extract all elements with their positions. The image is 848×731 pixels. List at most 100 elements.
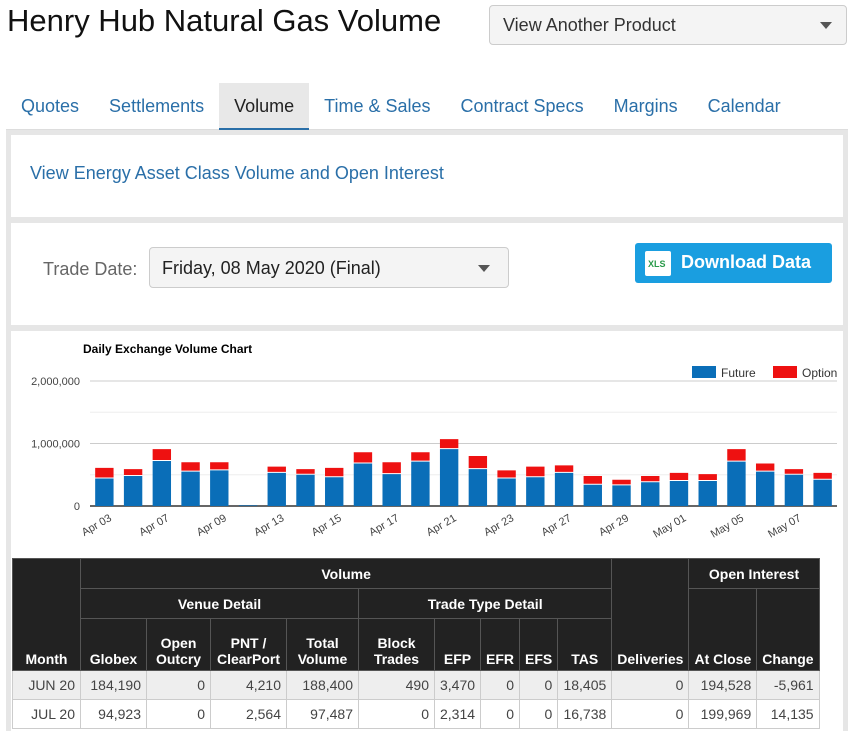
- trade-date-select[interactable]: Friday, 08 May 2020 (Final): [149, 247, 509, 288]
- bar-option: [468, 456, 488, 469]
- bar-option: [210, 462, 229, 470]
- bar-future: [784, 474, 804, 506]
- y-tick-label: 1,000,000: [31, 439, 80, 451]
- asset-class-panel: View Energy Asset Class Volume and Open …: [6, 130, 848, 222]
- group-trade-type-detail: Trade Type Detail: [357, 588, 613, 619]
- x-tick-label: Apr 07: [137, 512, 171, 539]
- x-tick-label: Apr 13: [252, 512, 286, 539]
- bar-future: [152, 461, 172, 506]
- page-title: Henry Hub Natural Gas Volume: [7, 3, 442, 38]
- bar-option: [497, 470, 516, 478]
- xls-file-icon: XLS: [645, 251, 671, 276]
- x-tick-label: Apr 09: [195, 512, 229, 539]
- cell-total-volume: 97,487: [286, 699, 359, 729]
- cell-efp: 2,314: [433, 699, 482, 729]
- cell-efs: 0: [519, 699, 559, 729]
- cell-at-close: 194,528: [688, 670, 758, 700]
- tab-time-sales[interactable]: Time & Sales: [324, 96, 431, 116]
- bar-future: [526, 477, 545, 506]
- cell-efr: 0: [480, 670, 521, 700]
- col-at-close: At Close: [688, 588, 758, 671]
- daily-volume-chart: Daily Exchange Volume Chart 0 1,000,000 2,0…: [31, 342, 837, 541]
- cell-change: -5,961: [756, 670, 820, 700]
- bar-option: [813, 472, 832, 479]
- bar-option: [267, 466, 286, 472]
- bar-option: [554, 465, 574, 472]
- bar-option: [123, 469, 143, 475]
- group-volume: Volume: [79, 558, 613, 589]
- bar-future: [727, 461, 746, 506]
- tab-volume[interactable]: Volume: [219, 83, 310, 131]
- x-tick-label: Apr 27: [539, 512, 573, 539]
- tab-bar: Quotes Settlements Volume Time & Sales C…: [6, 83, 848, 131]
- table-row: JUL 20 94,923 0 2,564 97,487 0 2,314 0 0 16,738 0 1…: [12, 699, 820, 729]
- cell-globex: 184,190: [80, 670, 147, 700]
- chart-title: Daily Exchange Volume Chart: [83, 342, 252, 356]
- chevron-down-icon: [820, 22, 832, 29]
- energy-volume-link[interactable]: View Energy Asset Class Volume and Open …: [30, 163, 444, 183]
- legend-option-swatch: [773, 366, 797, 378]
- cell-block-trades: 490: [358, 670, 435, 700]
- group-open-interest: Open Interest: [688, 558, 820, 589]
- bar-option: [325, 467, 344, 477]
- bar-future: [325, 477, 344, 506]
- col-efs: EFS: [519, 618, 559, 671]
- col-pnt-clearport: PNT / ClearPort: [210, 618, 287, 671]
- y-tick-label: 2,000,000: [31, 376, 80, 388]
- bar-option: [612, 479, 631, 485]
- cell-tas: 18,405: [557, 670, 613, 700]
- bar-option: [669, 472, 689, 480]
- tab-quotes[interactable]: Quotes: [21, 96, 80, 116]
- bar-future: [641, 482, 660, 506]
- product-select-label: View Another Product: [503, 15, 676, 35]
- cell-tas: 16,738: [557, 699, 613, 729]
- tab-settlements[interactable]: Settlements: [109, 96, 205, 116]
- legend-option-label: Option: [802, 366, 837, 380]
- volume-table: Month Volume Deliveries Open Interest Ve…: [12, 558, 820, 729]
- cell-pnt-clearport: 2,564: [210, 699, 287, 729]
- tab-margins[interactable]: Margins: [613, 96, 678, 116]
- bar-future: [181, 471, 200, 506]
- bar-future: [411, 461, 430, 506]
- col-efp: EFP: [433, 618, 482, 671]
- x-tick-label: May 07: [766, 512, 803, 540]
- trade-date-label: Trade Date:: [43, 259, 138, 279]
- bar-future: [583, 484, 602, 506]
- download-data-button[interactable]: XLS Download Data: [635, 243, 832, 283]
- x-tick-label: Apr 03: [80, 512, 114, 539]
- x-tick-label: Apr 23: [482, 512, 516, 539]
- bar-option: [411, 452, 430, 461]
- bar-option: [152, 449, 172, 460]
- x-tick-label: Apr 15: [310, 512, 344, 539]
- tab-calendar[interactable]: Calendar: [707, 96, 781, 116]
- bar-option: [95, 467, 114, 478]
- bar-future: [755, 471, 775, 506]
- cell-month: JUN 20: [12, 670, 81, 700]
- bar-option: [181, 462, 200, 471]
- cell-efs: 0: [519, 670, 559, 700]
- cell-change: 14,135: [756, 699, 820, 729]
- bar-option: [583, 476, 602, 484]
- group-venue-detail: Venue Detail: [80, 588, 359, 619]
- bar-future: [669, 481, 689, 506]
- bar-option: [784, 469, 804, 474]
- x-tick-label: May 05: [709, 512, 746, 540]
- cell-deliveries: 0: [611, 699, 690, 729]
- table-row: JUN 20 184,190 0 4,210 188,400 490 3,470 0 0 18,4…: [12, 670, 820, 700]
- cell-deliveries: 0: [611, 670, 690, 700]
- view-another-product-select[interactable]: View Another Product: [489, 5, 847, 45]
- tab-contract-specs[interactable]: Contract Specs: [460, 96, 584, 116]
- bar-option: [698, 474, 717, 480]
- bar-future: [698, 481, 717, 506]
- col-total-volume: Total Volume: [286, 618, 359, 671]
- col-block-trades: Block Trades: [358, 618, 435, 671]
- bar-future: [813, 479, 832, 506]
- col-efr: EFR: [480, 618, 521, 671]
- cell-efp: 3,470: [433, 670, 482, 700]
- cell-pnt-clearport: 4,210: [210, 670, 287, 700]
- bar-future: [382, 474, 401, 506]
- cell-efr: 0: [480, 699, 521, 729]
- col-open-outcry: Open Outcry: [146, 618, 211, 671]
- legend-future-label: Future: [721, 366, 756, 380]
- cell-at-close: 199,969: [688, 699, 758, 729]
